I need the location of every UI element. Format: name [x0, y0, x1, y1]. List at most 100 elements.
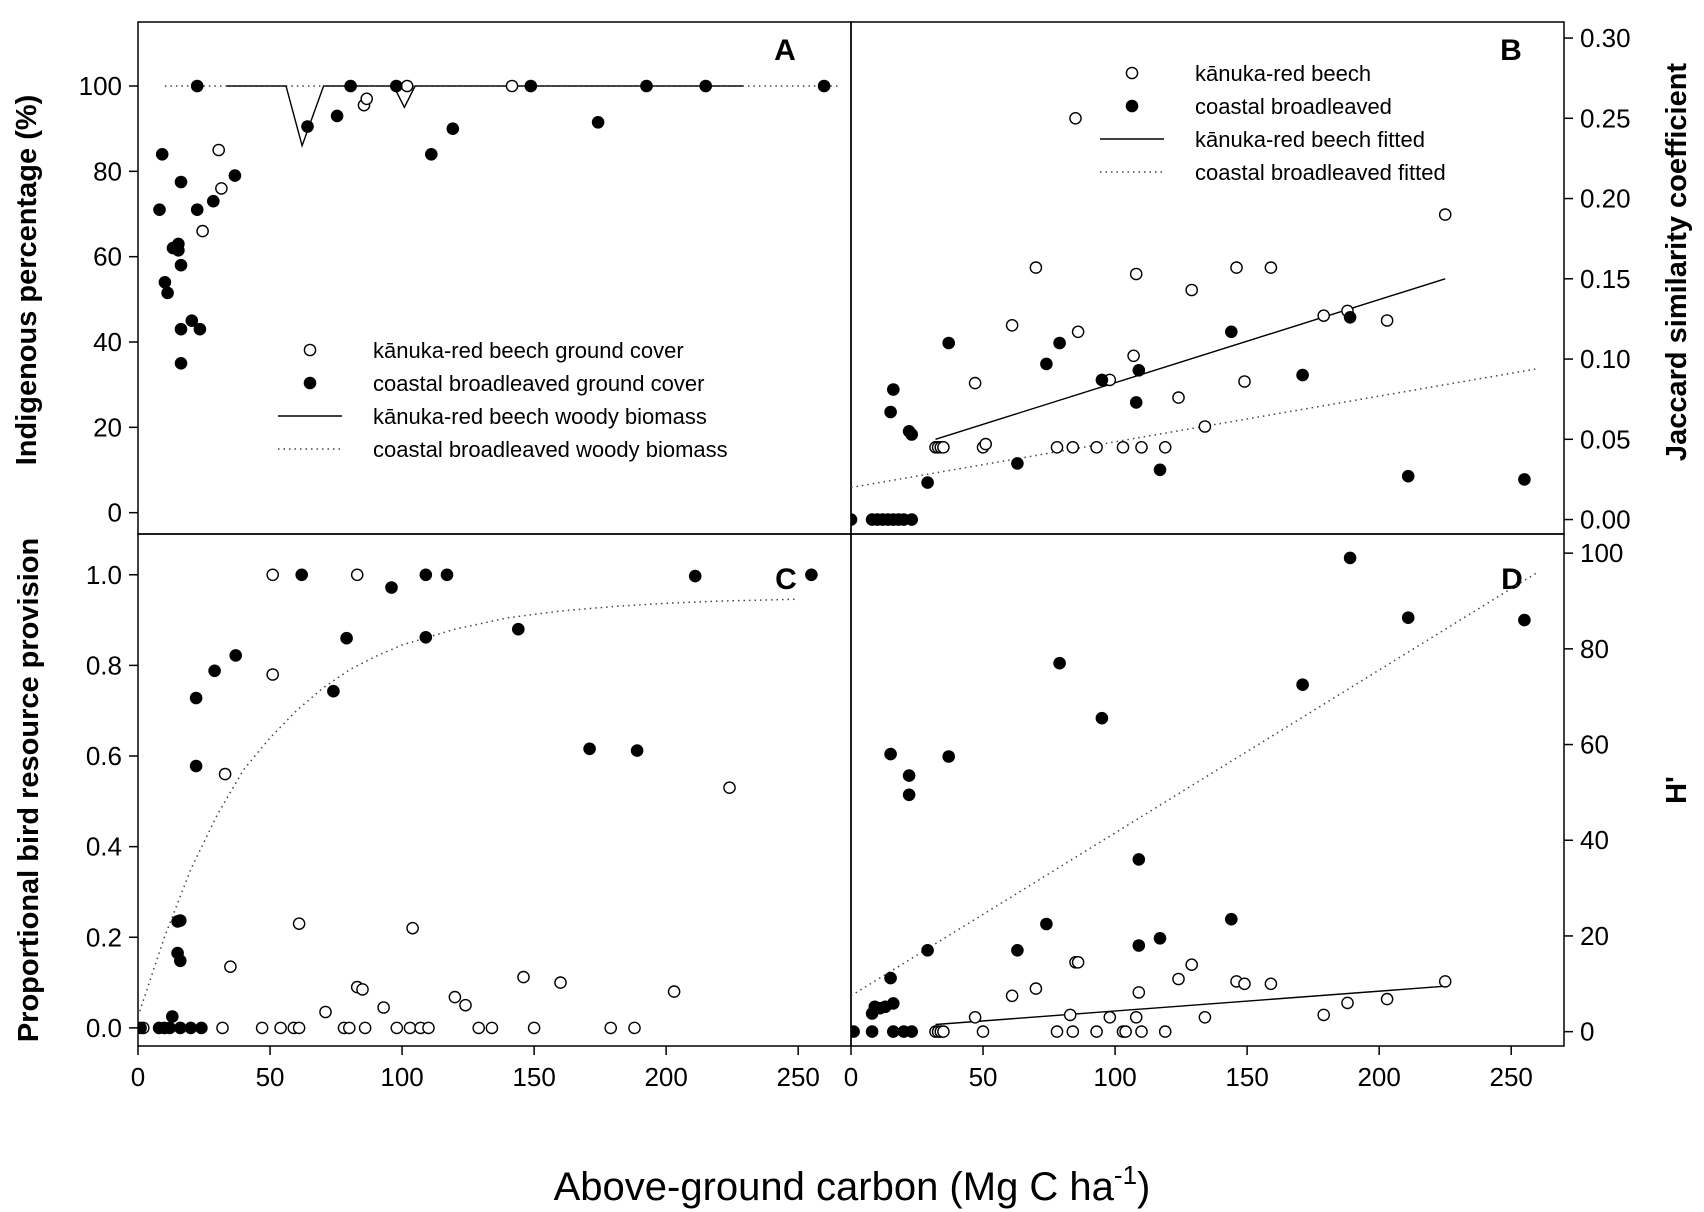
x-axis-title: Above-ground carbon (Mg C ha-1)	[554, 1160, 1151, 1209]
panel-b-point-k-nuka-red-beech	[1050, 440, 1064, 454]
panel-c-point-coastal-broadleaved	[630, 744, 644, 757]
legend-b-label-coastal-broadleaved: coastal broadleaved	[1195, 94, 1392, 119]
panel-a-point-coastal-broadleaved-ground-cover	[817, 79, 831, 93]
panel-b-point-k-nuka-red-beech	[1129, 267, 1143, 281]
panel-d-xtick-label: 100	[1093, 1062, 1136, 1092]
legend-layer: kānuka-red beech ground cover coastal bro…	[278, 61, 1446, 462]
panel-c-point-coastal-broadleaved	[805, 568, 818, 582]
panel-c-letter: C	[775, 563, 797, 596]
panel-d-point-k-nuka-red-beech	[976, 1025, 990, 1038]
panel-b-ytick-label: 0.00	[1580, 505, 1631, 535]
panel-d-ylabel: H'	[1661, 776, 1693, 804]
panel-a-point-k-nuka-red-beech-ground-cover	[215, 182, 228, 195]
panel-a-point-coastal-broadleaved-ground-cover	[153, 203, 166, 216]
panel-c-point-k-nuka-red-beech	[224, 960, 237, 974]
panel-d-point-k-nuka-red-beech	[1264, 977, 1278, 991]
panel-b-plot-area	[851, 112, 1538, 526]
panel-d-xtick-label: 50	[969, 1062, 998, 1092]
panel-b-point-coastal-broadleaved	[851, 513, 858, 526]
panel-a-point-coastal-broadleaved-ground-cover	[190, 79, 204, 93]
panel-a-point-coastal-broadleaved-ground-cover	[174, 175, 188, 189]
legend-b-marker-coastal-broadleaved	[1125, 99, 1139, 113]
panel-d-point-coastal-broadleaved	[884, 971, 897, 985]
panel-b-point-k-nuka-red-beech	[1029, 261, 1043, 274]
panel-d-point-k-nuka-red-beech	[937, 1025, 950, 1038]
panel-a-ytick-label: 40	[93, 327, 122, 357]
panel-d-point-coastal-broadleaved	[1011, 944, 1024, 957]
panel-d-point-coastal-broadleaved	[905, 1025, 919, 1038]
panel-c-point-k-nuka-red-beech	[527, 1021, 541, 1035]
panel-a-point-k-nuka-red-beech-ground-cover	[196, 224, 209, 238]
panel-c-ytick-label: 0.8	[86, 650, 122, 680]
panel-b-point-k-nuka-red-beech	[937, 440, 950, 454]
panel-b-point-coastal-broadleaved	[887, 383, 900, 396]
panel-c-point-coastal-broadleaved	[295, 568, 309, 582]
panel-d-point-k-nuka-red-beech	[1029, 982, 1043, 995]
panel-d-point-coastal-broadleaved	[1153, 932, 1167, 945]
x-axis-title-sup: -1	[1114, 1160, 1137, 1190]
panel-d-point-k-nuka-red-beech	[1135, 1025, 1148, 1038]
panel-c-frame	[137, 533, 852, 1047]
panel-d-point-k-nuka-red-beech	[1103, 1011, 1117, 1024]
panel-a-point-coastal-broadleaved-ground-cover	[524, 79, 538, 93]
legend-b-label-coastal-broadleaved-fitted: coastal broadleaved fitted	[1195, 160, 1446, 185]
panel-b-point-k-nuka-red-beech	[979, 437, 993, 451]
panel-c-ytick-label: 0.0	[86, 1013, 122, 1043]
panel-c-ytick-label: 0.6	[86, 741, 122, 771]
panel-c-point-k-nuka-red-beech	[554, 976, 567, 989]
panel-d-point-coastal-broadleaved	[1518, 613, 1531, 627]
panel-a-point-k-nuka-red-beech-ground-cover	[212, 143, 225, 157]
panel-d-point-k-nuka-red-beech	[1005, 989, 1019, 1003]
legend-a-label-coastal-broadleaved-ground-cover: coastal broadleaved ground cover	[373, 371, 704, 396]
panel-c-point-k-nuka-red-beech	[358, 1021, 372, 1035]
panel-c-point-k-nuka-red-beech	[266, 568, 280, 582]
panel-c-point-coastal-broadleaved	[440, 568, 454, 582]
panel-c-ytick-label: 0.2	[86, 922, 122, 952]
panel-b-point-coastal-broadleaved	[1296, 368, 1309, 382]
panel-b-point-k-nuka-red-beech	[1172, 391, 1185, 404]
panel-d-plot-area	[851, 551, 1538, 1038]
panel-a-point-coastal-broadleaved-ground-cover	[174, 356, 188, 370]
panel-d-frame	[850, 533, 1565, 1047]
panel-b-point-coastal-broadleaved	[942, 336, 956, 350]
panel-d-point-coastal-broadleaved	[1132, 853, 1146, 866]
panel-c-point-k-nuka-red-beech	[377, 1001, 390, 1014]
panel-b-point-k-nuka-red-beech	[1066, 440, 1080, 454]
panel-c-point-coastal-broadleaved	[340, 631, 353, 645]
panel-d-point-coastal-broadleaved	[902, 788, 916, 802]
legend-a-label-k-nuka-red-beech-woody-biomass: kānuka-red beech woody biomass	[373, 404, 707, 429]
panel-d-letter: D	[1501, 563, 1523, 596]
panel-c-point-k-nuka-red-beech	[319, 1005, 332, 1019]
panel-b-ytick-label: 0.10	[1580, 344, 1631, 374]
panel-b-point-coastal-broadleaved	[1129, 396, 1143, 409]
panel-d-point-k-nuka-red-beech	[1238, 977, 1251, 991]
panel-b-point-k-nuka-red-beech	[1090, 440, 1103, 454]
panel-a-point-coastal-broadleaved-ground-cover	[640, 79, 653, 93]
legend-a-marker-coastal-broadleaved-ground-cover	[303, 376, 317, 390]
panel-a-point-coastal-broadleaved-ground-cover	[172, 243, 185, 257]
panel-b-point-k-nuka-red-beech	[1158, 440, 1172, 454]
panel-a-point-coastal-broadleaved-ground-cover	[301, 120, 314, 133]
panel-c-point-coastal-broadleaved	[419, 568, 433, 582]
plot-layer: 0204060801000.000.050.100.150.200.250.30…	[79, 23, 1631, 1092]
panel-c-xtick-label: 250	[776, 1062, 819, 1092]
panel-c-point-k-nuka-red-beech	[667, 985, 681, 998]
panel-d-point-k-nuka-red-beech	[1090, 1025, 1103, 1038]
panel-a-point-coastal-broadleaved-ground-cover	[174, 322, 188, 336]
panel-c-point-k-nuka-red-beech	[448, 990, 462, 1004]
panel-b-point-coastal-broadleaved	[1225, 325, 1238, 339]
panel-c-point-coastal-broadleaved	[163, 1021, 176, 1035]
panel-b-ytick-label: 0.25	[1580, 103, 1631, 133]
panel-b-point-k-nuka-red-beech	[1198, 420, 1212, 433]
panel-a-point-coastal-broadleaved-ground-cover	[190, 203, 204, 216]
panel-b-point-k-nuka-red-beech	[1135, 440, 1148, 454]
panel-c-point-k-nuka-red-beech	[723, 781, 736, 795]
panel-c-point-k-nuka-red-beech	[216, 1021, 229, 1035]
panel-c-point-coastal-broadleaved	[138, 1021, 147, 1035]
panel-c-point-coastal-broadleaved	[173, 1021, 187, 1035]
panel-a-point-coastal-broadleaved-ground-cover	[330, 109, 344, 123]
panel-d-point-k-nuka-red-beech	[1129, 1011, 1143, 1024]
panel-d-point-k-nuka-red-beech	[1132, 986, 1146, 999]
panel-a-point-coastal-broadleaved-ground-cover	[161, 286, 174, 300]
panel-a-point-k-nuka-red-beech-ground-cover	[400, 79, 414, 93]
